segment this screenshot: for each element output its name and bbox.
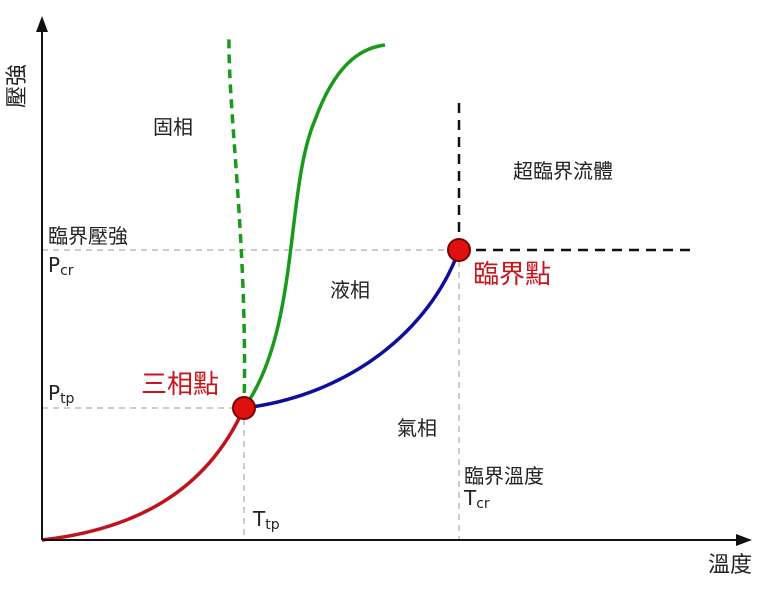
p-tp-main: P	[48, 381, 60, 405]
critical-pressure-label: 臨界壓強	[48, 224, 128, 248]
critical-point-marker	[447, 238, 471, 262]
y-axis-label: 壓強	[5, 64, 30, 108]
solid-region-label: 固相	[153, 115, 193, 139]
sublimation-curve	[41, 407, 246, 542]
t-cr-main: T	[463, 486, 477, 510]
critical-temperature-label: 臨界溫度	[464, 464, 544, 488]
t-tp-subscript: tp	[265, 517, 279, 533]
p-cr-main: P	[48, 253, 60, 277]
y-axis-arrow-icon	[36, 16, 48, 32]
p-cr-subscript: cr	[60, 263, 74, 279]
t-tp-label: Ttp	[252, 507, 280, 533]
axes	[36, 16, 752, 546]
p-cr-label: Pcr	[48, 253, 74, 279]
vaporization-curve	[243, 249, 461, 410]
triple-point-label: 三相點	[141, 370, 219, 400]
supercritical-boundary	[457, 103, 692, 252]
t-tp-main: T	[252, 507, 266, 531]
anomalous-melting-curve	[227, 37, 247, 409]
melting-curve	[242, 43, 386, 410]
t-cr-label: Tcr	[463, 486, 490, 512]
liquid-region-label: 液相	[330, 278, 370, 302]
triple-point-marker	[232, 396, 256, 420]
supercritical-region-label: 超臨界流體	[513, 159, 613, 183]
x-axis-label: 溫度	[708, 553, 752, 578]
x-axis-arrow-icon	[736, 534, 752, 546]
t-cr-subscript: cr	[476, 496, 490, 512]
gas-region-label: 氣相	[397, 416, 437, 440]
reference-lines	[42, 249, 460, 540]
p-tp-subscript: tp	[60, 391, 74, 407]
p-tp-label: Ptp	[48, 381, 75, 407]
critical-point-label: 臨界點	[473, 260, 551, 290]
